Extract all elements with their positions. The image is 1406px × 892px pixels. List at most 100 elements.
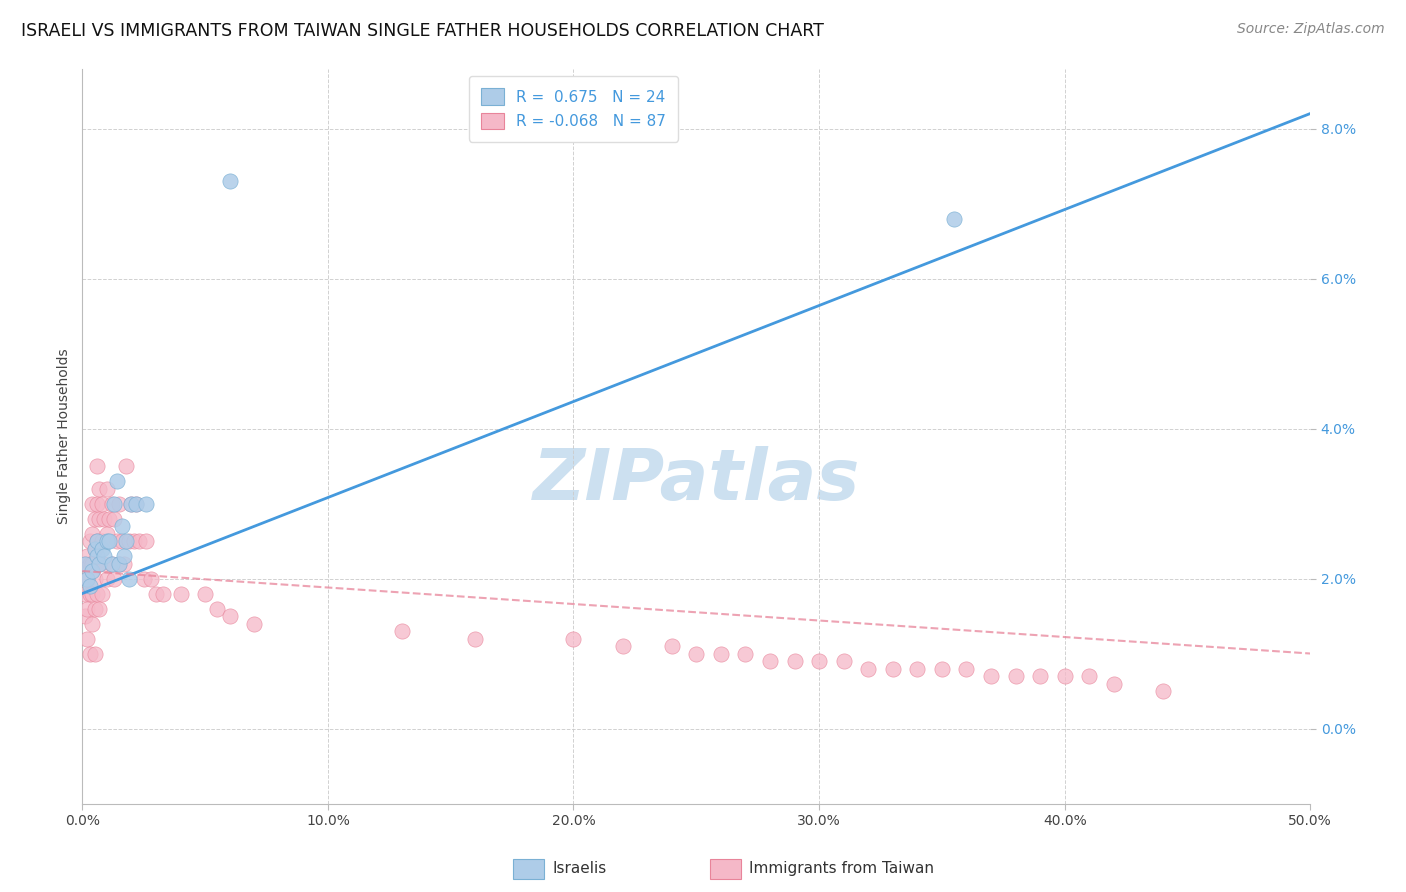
Point xyxy=(118,534,141,549)
Point xyxy=(82,526,104,541)
Point xyxy=(139,572,162,586)
Point xyxy=(118,572,141,586)
Point xyxy=(1029,669,1052,683)
Point xyxy=(120,496,142,510)
Text: Source: ZipAtlas.com: Source: ZipAtlas.com xyxy=(1237,22,1385,37)
Point xyxy=(83,647,105,661)
Point xyxy=(125,496,148,510)
Point xyxy=(79,586,101,600)
Point xyxy=(100,557,122,571)
Point xyxy=(1053,669,1076,683)
Point xyxy=(858,661,880,675)
Point xyxy=(91,534,114,549)
Point xyxy=(759,654,782,668)
Point xyxy=(955,661,977,675)
Point xyxy=(82,616,104,631)
Point xyxy=(91,586,114,600)
Point xyxy=(86,534,108,549)
Point xyxy=(710,647,733,661)
Point xyxy=(808,654,831,668)
Point xyxy=(115,534,138,549)
Point xyxy=(135,496,157,510)
Point xyxy=(86,586,108,600)
Point xyxy=(128,534,150,549)
Legend: R =  0.675   N = 24, R = -0.068   N = 87: R = 0.675 N = 24, R = -0.068 N = 87 xyxy=(468,76,678,142)
Point xyxy=(76,572,98,586)
Text: Immigrants from Taiwan: Immigrants from Taiwan xyxy=(749,862,935,876)
Point xyxy=(82,586,104,600)
Point xyxy=(82,496,104,510)
Point xyxy=(96,526,118,541)
Point xyxy=(110,534,132,549)
Point xyxy=(73,557,96,571)
Point xyxy=(73,557,96,571)
Point xyxy=(135,534,157,549)
Point xyxy=(115,458,138,473)
Point xyxy=(105,474,128,488)
Point xyxy=(120,496,142,510)
Point xyxy=(112,549,135,563)
Point xyxy=(93,511,115,525)
Point xyxy=(89,557,111,571)
Point xyxy=(1152,684,1174,698)
Point xyxy=(93,549,115,563)
Text: ZIPatlas: ZIPatlas xyxy=(533,446,860,515)
Point xyxy=(218,174,240,188)
Point xyxy=(83,572,105,586)
Point xyxy=(89,557,111,571)
Point xyxy=(96,482,118,496)
Point xyxy=(464,632,486,646)
Point xyxy=(108,496,131,510)
Point xyxy=(152,586,174,600)
Point xyxy=(93,557,115,571)
Point xyxy=(73,609,96,624)
Point xyxy=(73,586,96,600)
Text: ISRAELI VS IMMIGRANTS FROM TAIWAN SINGLE FATHER HOUSEHOLDS CORRELATION CHART: ISRAELI VS IMMIGRANTS FROM TAIWAN SINGLE… xyxy=(21,22,824,40)
Point xyxy=(83,541,105,556)
Point xyxy=(734,647,756,661)
Point xyxy=(82,564,104,578)
Point xyxy=(96,534,118,549)
Point xyxy=(86,549,108,563)
Point xyxy=(980,669,1002,683)
Point xyxy=(89,511,111,525)
Point xyxy=(612,639,634,653)
Point xyxy=(89,601,111,615)
Point xyxy=(882,661,904,675)
Point xyxy=(832,654,855,668)
Point xyxy=(79,534,101,549)
Point xyxy=(79,557,101,571)
Text: Israelis: Israelis xyxy=(553,862,607,876)
Point xyxy=(79,579,101,593)
Point xyxy=(685,647,707,661)
Point xyxy=(91,496,114,510)
Point xyxy=(83,541,105,556)
Point xyxy=(905,661,928,675)
Point xyxy=(112,557,135,571)
Point xyxy=(82,557,104,571)
Point xyxy=(207,601,229,615)
Point xyxy=(562,632,585,646)
Point xyxy=(76,632,98,646)
Point xyxy=(1078,669,1101,683)
Point xyxy=(125,496,148,510)
Point xyxy=(96,572,118,586)
Point xyxy=(103,511,125,525)
Point xyxy=(1102,676,1125,690)
Point xyxy=(145,586,167,600)
Point xyxy=(783,654,806,668)
Point xyxy=(194,586,217,600)
Point xyxy=(89,482,111,496)
Point xyxy=(98,534,121,549)
Point xyxy=(91,541,114,556)
Y-axis label: Single Father Households: Single Father Households xyxy=(58,348,72,524)
Point xyxy=(86,496,108,510)
Point xyxy=(661,639,683,653)
Point xyxy=(243,616,266,631)
Point xyxy=(76,549,98,563)
Point xyxy=(105,534,128,549)
Point xyxy=(391,624,413,638)
Point xyxy=(83,511,105,525)
Point xyxy=(122,534,145,549)
Point xyxy=(100,496,122,510)
